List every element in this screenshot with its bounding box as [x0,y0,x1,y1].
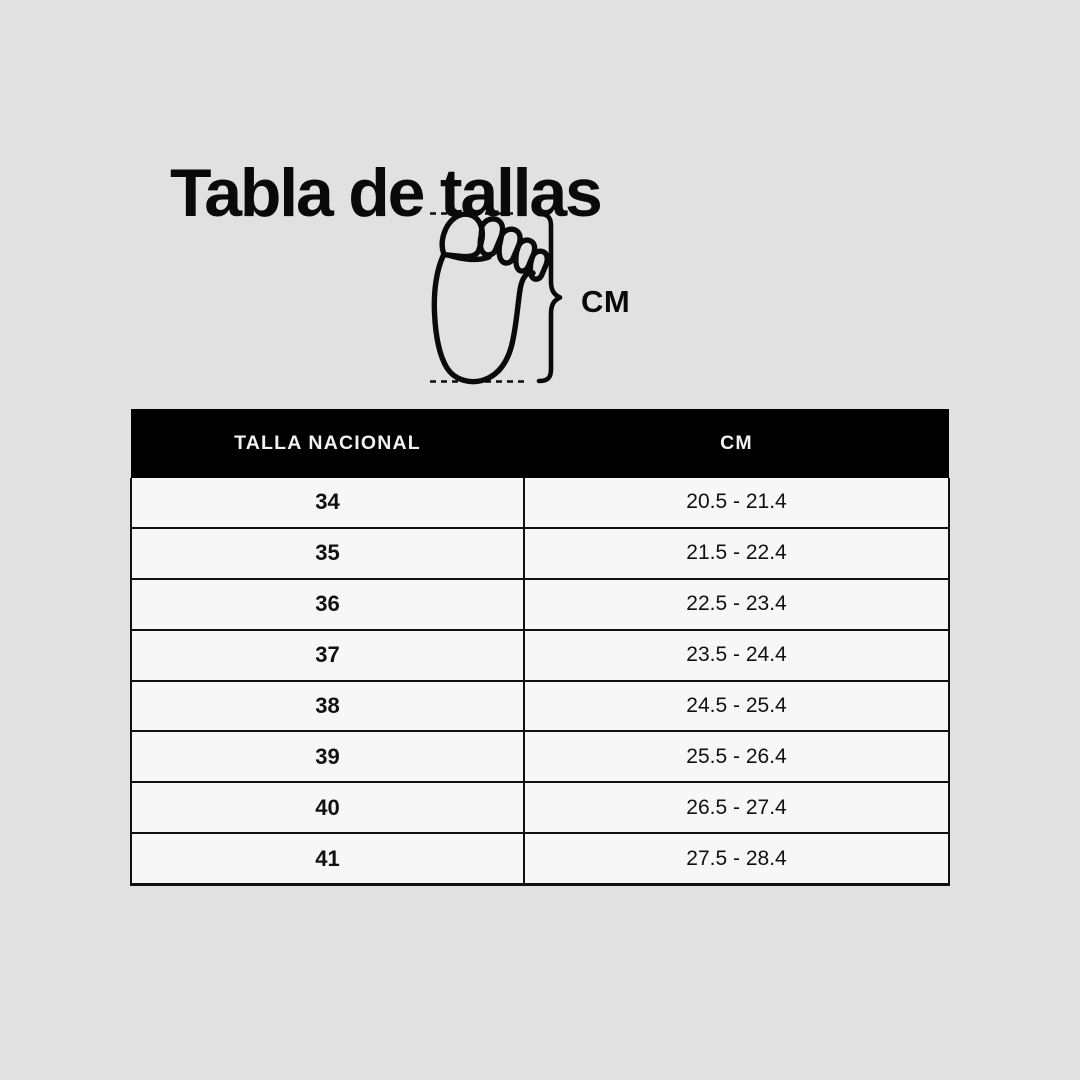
cell-cm: 24.5 - 25.4 [523,679,950,733]
table-row: 35 21.5 - 22.4 [130,526,950,580]
table-row: 34 20.5 - 21.4 [130,478,950,529]
column-header-cm: CM [524,409,949,478]
cell-size: 39 [130,730,525,784]
table-row: 39 25.5 - 26.4 [130,730,950,784]
cell-cm: 21.5 - 22.4 [523,526,950,580]
table-body: 34 20.5 - 21.4 35 21.5 - 22.4 36 22.5 - … [130,478,950,887]
cell-size: 40 [130,781,525,835]
cell-cm: 22.5 - 23.4 [523,577,950,631]
table-row: 40 26.5 - 27.4 [130,781,950,835]
table-header-row: TALLA NACIONAL CM [131,409,949,478]
cell-size: 37 [130,628,525,682]
cell-size: 38 [130,679,525,733]
table-row: 38 24.5 - 25.4 [130,679,950,733]
table-row: 36 22.5 - 23.4 [130,577,950,631]
cell-size: 41 [130,832,525,887]
foot-sole-outline-icon [431,211,550,385]
size-chart-table: TALLA NACIONAL CM 34 20.5 - 21.4 35 21.5… [130,409,950,887]
cell-cm: 26.5 - 27.4 [523,781,950,835]
table-row: 37 23.5 - 24.4 [130,628,950,682]
cm-unit-label: CM [581,284,631,319]
cell-cm: 25.5 - 26.4 [523,730,950,784]
cell-cm: 23.5 - 24.4 [523,628,950,682]
cell-size: 35 [130,526,525,580]
cell-size: 34 [130,478,525,529]
cell-cm: 20.5 - 21.4 [523,478,950,529]
table-row: 41 27.5 - 28.4 [130,832,950,887]
table-header: TALLA NACIONAL CM [131,409,949,478]
curly-brace-vertical-icon [536,211,563,384]
cell-size: 36 [130,577,525,631]
page-title: Tabla de tallas [170,154,603,231]
cell-cm: 27.5 - 28.4 [523,832,950,887]
foot-measurement-diagram [415,205,675,400]
foot-diagram-svg [430,211,563,385]
column-header-talla-nacional: TALLA NACIONAL [131,409,524,478]
